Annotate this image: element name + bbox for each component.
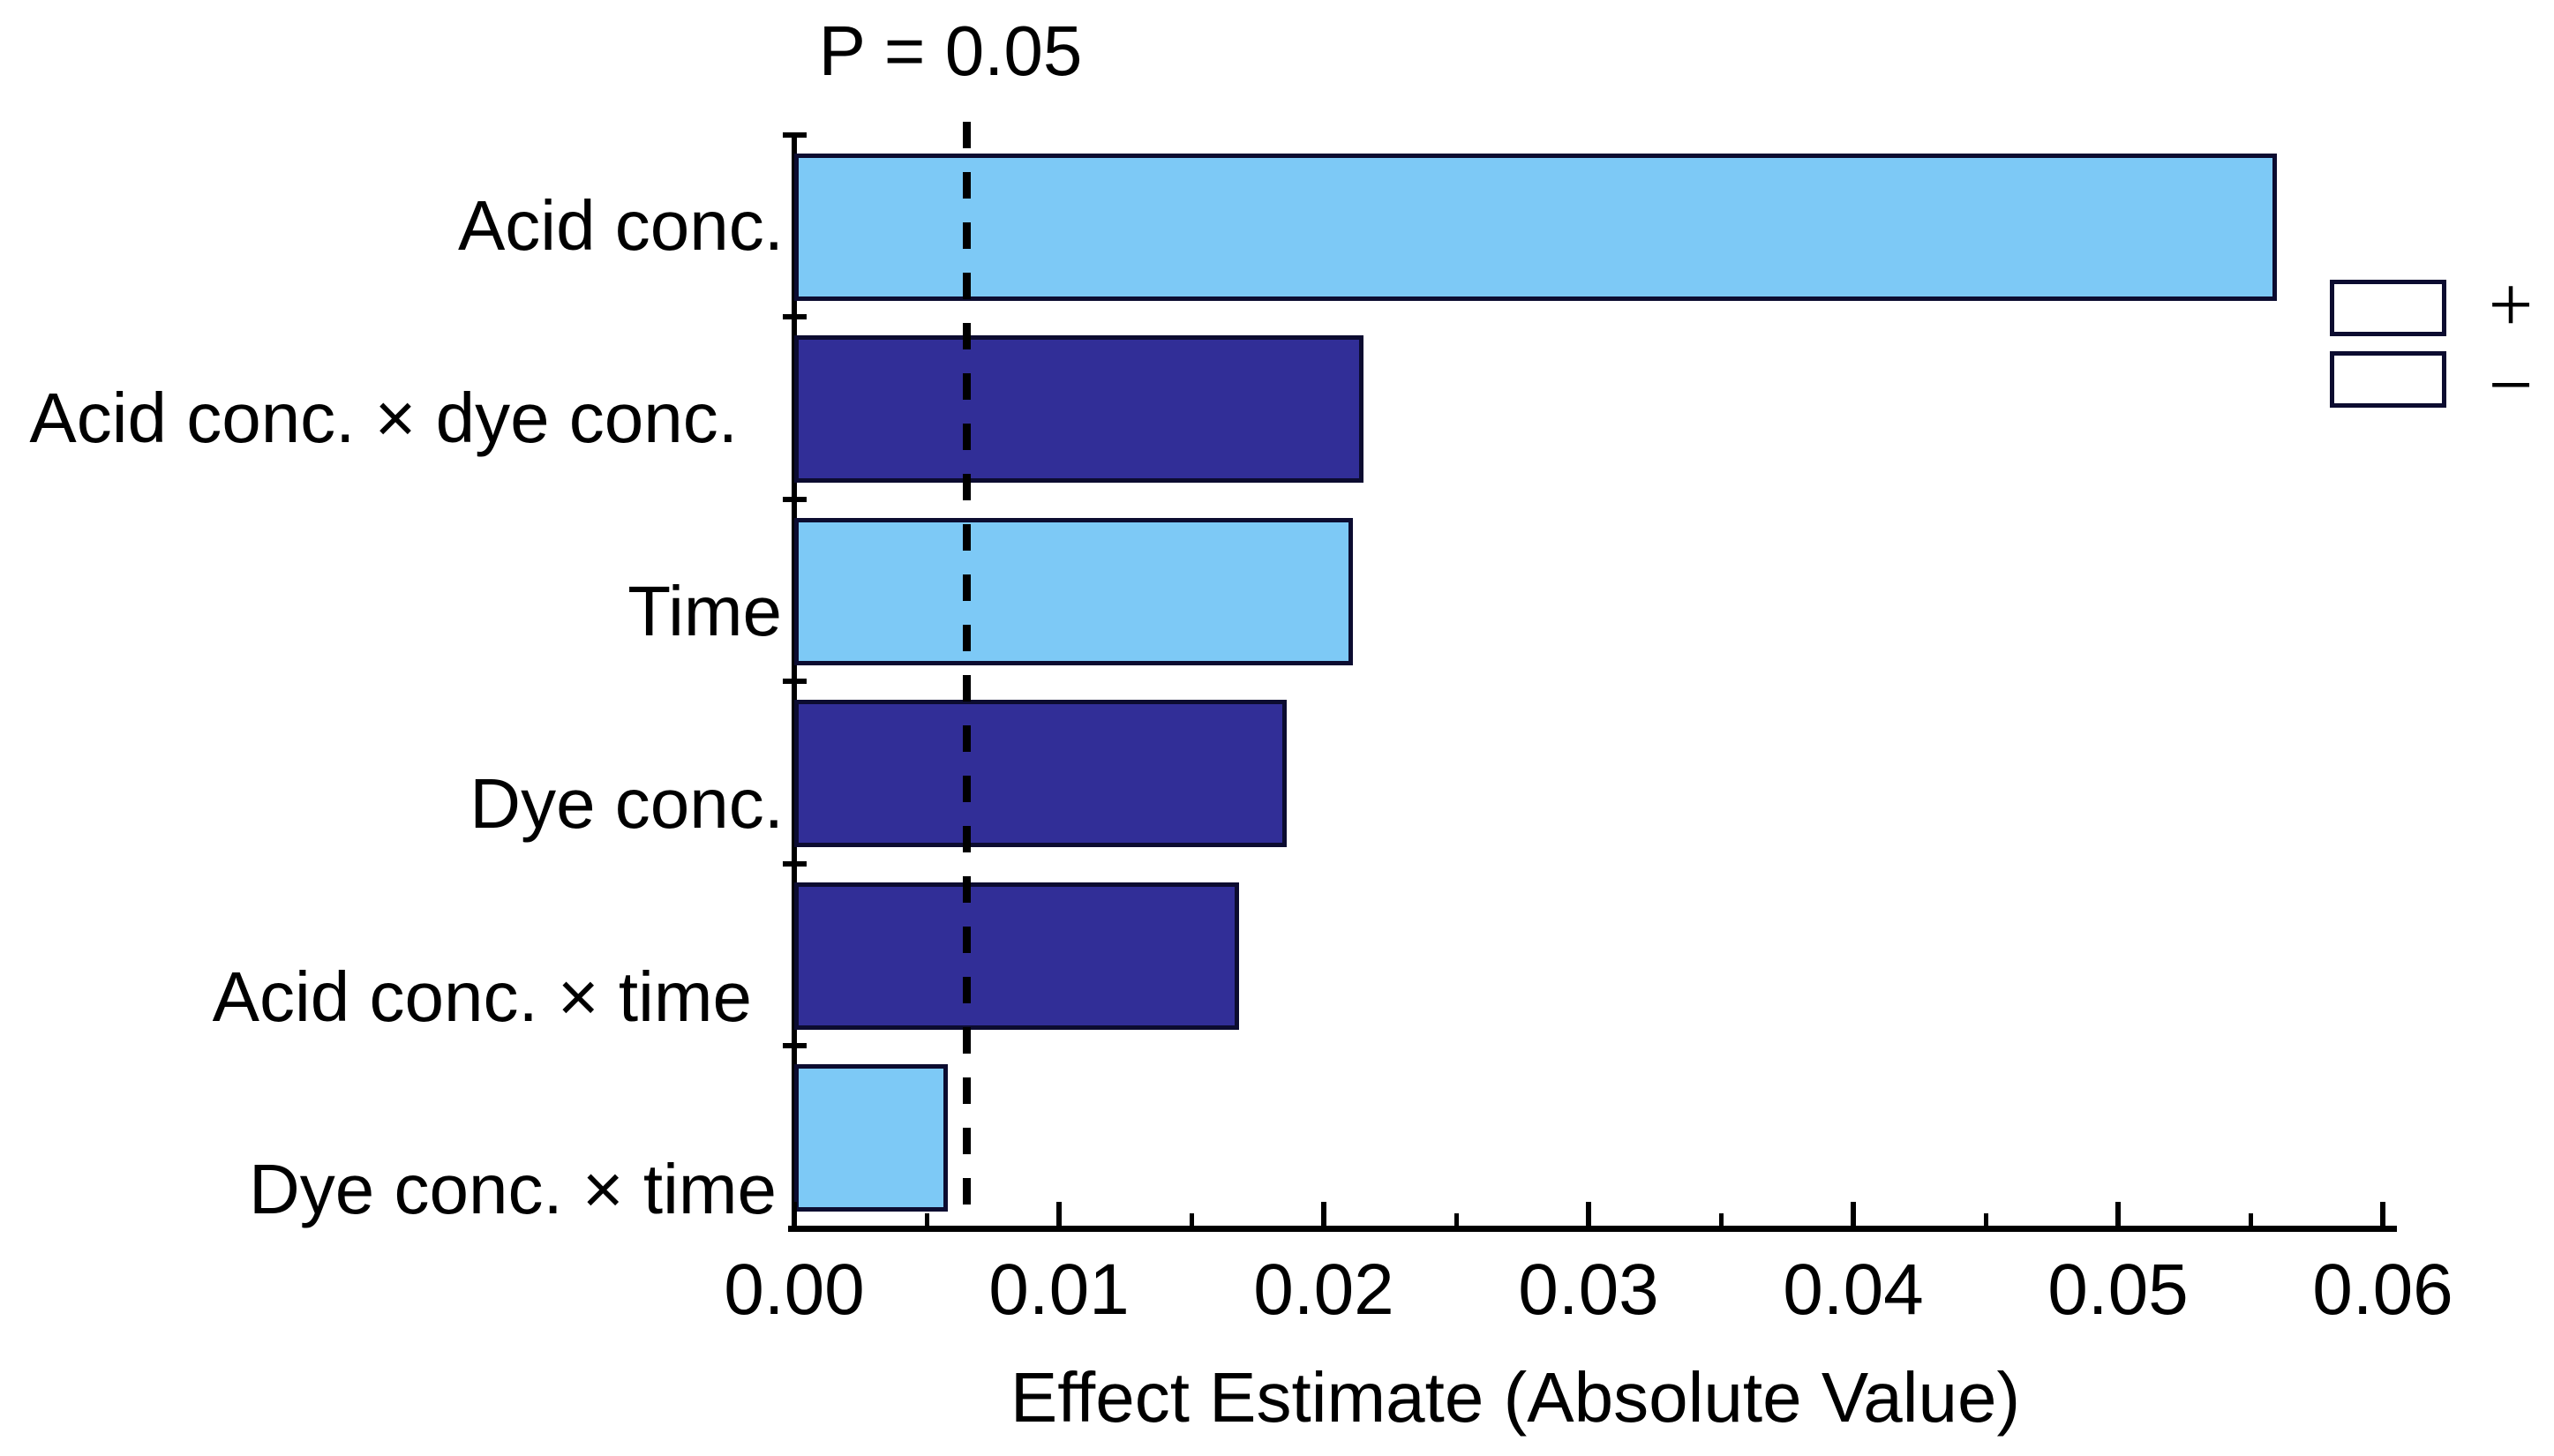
legend-symbol-positive: + <box>2488 261 2534 349</box>
x-axis-minor-tick <box>925 1213 929 1227</box>
x-axis-minor-tick <box>2249 1213 2253 1227</box>
bar-acid-conc- <box>794 154 2277 301</box>
y-axis-tick <box>783 679 807 685</box>
category-label: Acid conc. × time <box>212 957 752 1036</box>
legend-swatch-negative <box>2330 351 2446 408</box>
x-axis-major-tick <box>792 1202 797 1227</box>
category-label: Dye conc. × time <box>248 1150 777 1228</box>
y-axis-tick <box>783 314 807 320</box>
threshold-dashed-line <box>963 122 971 1228</box>
y-axis-tick <box>783 496 807 502</box>
y-axis-tick <box>783 132 807 138</box>
x-axis-major-tick <box>1851 1202 1856 1227</box>
x-axis-minor-tick <box>1984 1213 1988 1227</box>
x-axis-minor-tick <box>1190 1213 1194 1227</box>
x-axis-tick-label: 0.06 <box>2312 1250 2453 1330</box>
x-axis-tick-label: 0.02 <box>1253 1250 1394 1330</box>
x-axis-minor-tick <box>1719 1213 1724 1227</box>
category-label: Time <box>627 571 782 650</box>
legend-symbol-negative: − <box>2488 341 2534 429</box>
category-label: Acid conc. <box>457 186 784 265</box>
legend-swatch-positive <box>2330 280 2446 336</box>
x-axis-tick-label: 0.04 <box>1783 1250 1924 1330</box>
x-axis-tick-label: 0.03 <box>1518 1250 1659 1330</box>
threshold-label: P = 0.05 <box>818 11 1083 90</box>
x-axis-major-tick <box>1056 1202 1062 1227</box>
x-axis-major-tick <box>1586 1202 1591 1227</box>
bar-time <box>794 517 1353 665</box>
x-axis-major-tick <box>2380 1202 2385 1227</box>
bar-dye-conc-time <box>794 1064 948 1212</box>
category-label: Dye conc. <box>469 764 784 844</box>
x-axis-minor-tick <box>1454 1213 1459 1227</box>
y-axis-tick <box>783 1043 807 1048</box>
x-axis-tick-label: 0.01 <box>988 1250 1130 1330</box>
bar-acid-conc-dye-conc- <box>794 335 1363 484</box>
x-axis-major-tick <box>2115 1202 2121 1227</box>
bar-acid-conc-time <box>794 882 1239 1030</box>
x-axis-title: Effect Estimate (Absolute Value) <box>1010 1358 2021 1437</box>
bar-dye-conc- <box>794 700 1287 848</box>
category-label: Acid conc. × dye conc. <box>29 379 738 458</box>
x-axis-line <box>788 1226 2397 1232</box>
x-axis-tick-label: 0.05 <box>2047 1250 2189 1330</box>
y-axis-tick <box>783 860 807 867</box>
x-axis-tick-label: 0.00 <box>724 1250 865 1330</box>
x-axis-major-tick <box>1321 1202 1326 1227</box>
